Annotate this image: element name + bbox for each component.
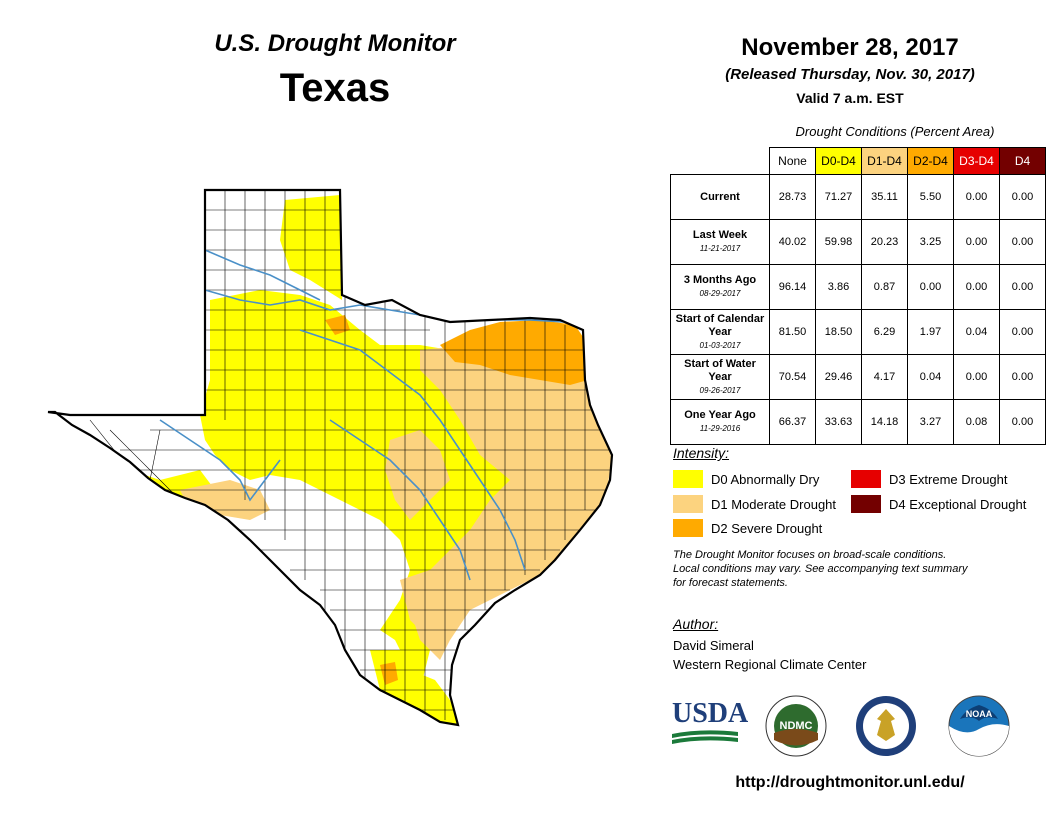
drought-zone-d1-central xyxy=(385,430,450,520)
col-header-none: None xyxy=(769,147,816,175)
table-cell: 66.37 xyxy=(769,399,816,445)
drought-zone-d2-northeast xyxy=(440,320,588,385)
table-cell: 29.46 xyxy=(815,354,862,400)
table-cell: 33.63 xyxy=(815,399,862,445)
table-cell: 0.00 xyxy=(999,174,1046,220)
table-cell: 14.18 xyxy=(861,399,908,445)
drought-zone-d0-panhandle xyxy=(280,195,342,300)
legend-swatch-d2 xyxy=(673,519,703,537)
table-cell: 0.00 xyxy=(999,399,1046,445)
commerce-seal-icon xyxy=(856,696,916,756)
ndmc-logo-text: NDMC xyxy=(780,720,813,732)
table-cell: 71.27 xyxy=(815,174,862,220)
usda-field-icon xyxy=(672,730,738,744)
table-cell: 0.00 xyxy=(953,174,1000,220)
row-label-3-months-ago: 3 Months Ago 08-29-2017 xyxy=(670,264,770,310)
table-cell: 3.25 xyxy=(907,219,954,265)
website-url[interactable]: http://droughtmonitor.unl.edu/ xyxy=(735,774,965,791)
col-header-d3-d4: D3-D4 xyxy=(953,147,1000,175)
table-cell: 3.27 xyxy=(907,399,954,445)
table-cell: 0.00 xyxy=(999,219,1046,265)
table-corner xyxy=(671,148,770,175)
texas-drought-map xyxy=(46,188,614,727)
release-date: (Released Thursday, Nov. 30, 2017) xyxy=(725,66,975,83)
drought-conditions-table: None D0-D4 D1-D4 D2-D4 D3-D4 D4 Current … xyxy=(670,147,1046,445)
table-cell: 4.17 xyxy=(861,354,908,400)
ndmc-logo: NDMC xyxy=(765,695,827,757)
table-cell: 59.98 xyxy=(815,219,862,265)
legend-title: Intensity: xyxy=(673,445,730,461)
table-cell: 28.73 xyxy=(769,174,816,220)
table-cell: 0.00 xyxy=(953,264,1000,310)
table-row: Last Week 11-21-2017 40.02 59.98 20.23 3.… xyxy=(670,219,1046,265)
table-cell: 0.04 xyxy=(953,309,1000,355)
table-row: Current 28.73 71.27 35.11 5.50 0.00 0.00 xyxy=(670,174,1046,220)
table-row: 3 Months Ago 08-29-2017 96.14 3.86 0.87 0… xyxy=(670,264,1046,310)
table-cell: 0.00 xyxy=(999,309,1046,355)
table-cell: 40.02 xyxy=(769,219,816,265)
col-header-d2-d4: D2-D4 xyxy=(907,147,954,175)
legend-label-d1: D1 Moderate Drought xyxy=(711,497,837,512)
legend-swatch-d4 xyxy=(851,495,881,513)
legend-swatch-d1 xyxy=(673,495,703,513)
legend-label-d4: D4 Exceptional Drought xyxy=(889,497,1027,512)
author-org: Western Regional Climate Center xyxy=(673,657,867,672)
author-title: Author: xyxy=(673,616,719,632)
usda-logo: USDA xyxy=(672,698,749,748)
table-cell: 0.87 xyxy=(861,264,908,310)
table-cell: 3.86 xyxy=(815,264,862,310)
conditions-table-title: Drought Conditions (Percent Area) xyxy=(795,124,995,139)
disclaimer-note: The Drought Monitor focuses on broad-sca… xyxy=(673,548,1033,590)
table-header-row: None D0-D4 D1-D4 D2-D4 D3-D4 D4 xyxy=(671,147,1046,175)
table-cell: 0.00 xyxy=(999,264,1046,310)
row-label-start-water-year: Start of Water Year 09-26-2017 xyxy=(670,354,770,400)
valid-time: Valid 7 a.m. EST xyxy=(796,90,904,106)
note-line: Local conditions may vary. See accompany… xyxy=(673,563,968,575)
legend-label-d3: D3 Extreme Drought xyxy=(889,472,1008,487)
col-header-d4: D4 xyxy=(999,147,1046,175)
legend-label-d0: D0 Abnormally Dry xyxy=(711,472,820,487)
usda-logo-text: USDA xyxy=(672,698,749,729)
table-cell: 0.00 xyxy=(953,219,1000,265)
table-row: Start of Calendar Year 01-03-2017 81.50 1… xyxy=(670,309,1046,355)
table-cell: 35.11 xyxy=(861,174,908,220)
table-row: One Year Ago 11-29-2016 66.37 33.63 14.18… xyxy=(670,399,1046,445)
table-cell: 6.29 xyxy=(861,309,908,355)
table-cell: 0.08 xyxy=(953,399,1000,445)
table-cell: 0.04 xyxy=(907,354,954,400)
note-line: The Drought Monitor focuses on broad-sca… xyxy=(673,549,947,561)
table-cell: 18.50 xyxy=(815,309,862,355)
table-cell: 0.00 xyxy=(999,354,1046,400)
row-label-one-year-ago: One Year Ago 11-29-2016 xyxy=(670,399,770,445)
legend-label-d2: D2 Severe Drought xyxy=(711,521,823,536)
col-header-d1-d4: D1-D4 xyxy=(861,147,908,175)
table-cell: 96.14 xyxy=(769,264,816,310)
table-cell: 0.00 xyxy=(953,354,1000,400)
legend-swatch-d3 xyxy=(851,470,881,488)
row-label-current: Current xyxy=(670,174,770,220)
table-cell: 0.00 xyxy=(907,264,954,310)
state-title: Texas xyxy=(279,66,391,110)
table-cell: 70.54 xyxy=(769,354,816,400)
noaa-logo-text: NOAA xyxy=(966,709,993,719)
noaa-logo: NOAA xyxy=(948,695,1010,757)
table-row: Start of Water Year 09-26-2017 70.54 29.4… xyxy=(670,354,1046,400)
map-date: November 28, 2017 xyxy=(741,34,959,61)
table-cell: 5.50 xyxy=(907,174,954,220)
drought-zone-d1-southcoast xyxy=(400,570,470,640)
table-cell: 20.23 xyxy=(861,219,908,265)
row-label-last-week: Last Week 11-21-2017 xyxy=(670,219,770,265)
table-cell: 81.50 xyxy=(769,309,816,355)
col-header-d0-d4: D0-D4 xyxy=(815,147,862,175)
note-line: for forecast statements. xyxy=(673,577,788,589)
author-name: David Simeral xyxy=(673,638,754,653)
table-cell: 1.97 xyxy=(907,309,954,355)
product-title: U.S. Drought Monitor xyxy=(214,30,456,57)
row-label-start-calendar-year: Start of Calendar Year 01-03-2017 xyxy=(670,309,770,355)
drought-zone-d2-south xyxy=(380,662,398,685)
county-lines xyxy=(89,190,610,720)
legend-swatch-d0 xyxy=(673,470,703,488)
drought-zone-d1-east xyxy=(410,335,612,660)
